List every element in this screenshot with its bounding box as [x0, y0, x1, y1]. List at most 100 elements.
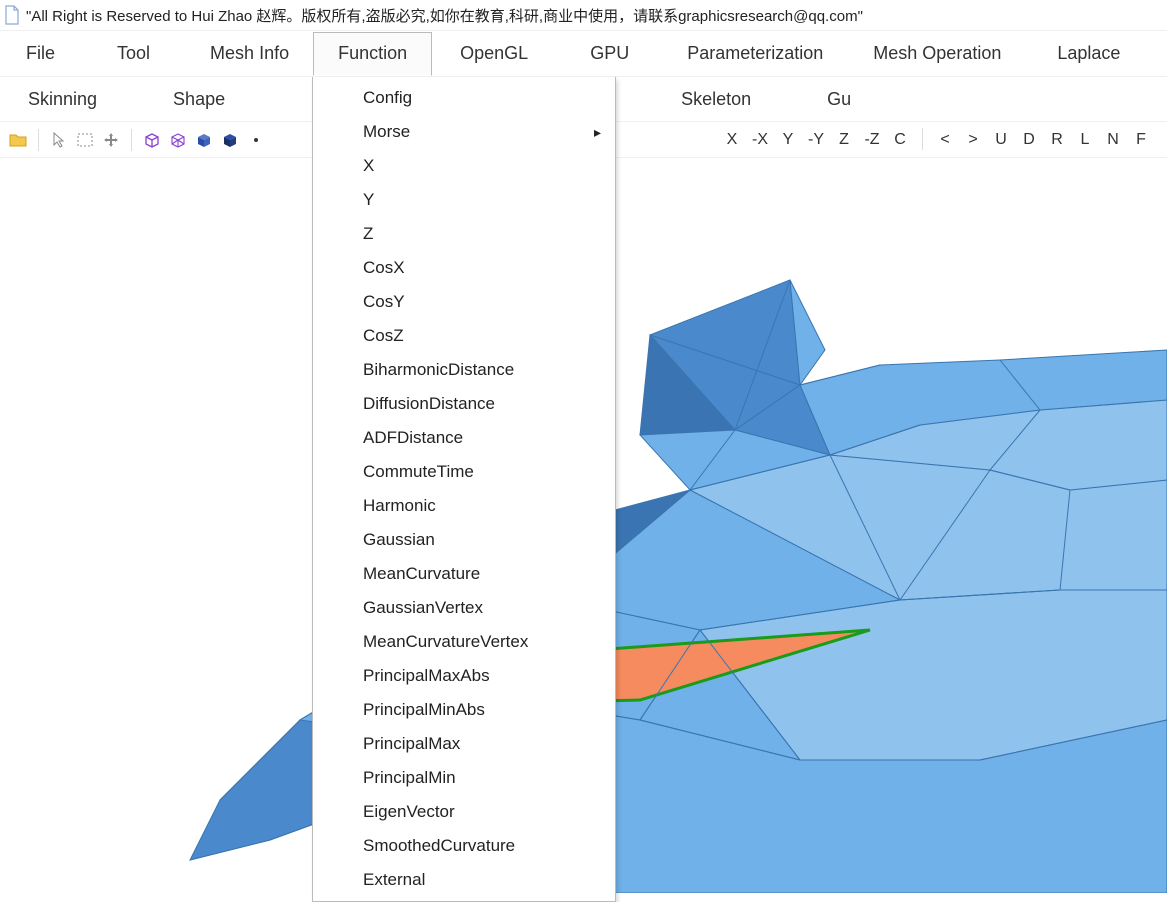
menu-file[interactable]: File	[0, 32, 81, 76]
toolbar-separator	[922, 128, 923, 150]
dropdown-item-biharmonicdistance[interactable]: BiharmonicDistance	[313, 353, 615, 387]
menu-laplace[interactable]: Laplace	[1027, 32, 1150, 76]
menu-parameterization[interactable]: Parameterization	[663, 32, 847, 76]
menu-gu[interactable]: Gu	[799, 77, 899, 121]
view-button-z[interactable]: Z	[832, 128, 856, 152]
open-folder-icon[interactable]	[6, 128, 30, 152]
toolbar-view-letters: X-XY-YZ-ZC <>UDRLNF	[720, 128, 1161, 152]
menu-label: GPU	[590, 43, 629, 64]
dropdown-item-principalminabs[interactable]: PrincipalMinAbs	[313, 693, 615, 727]
dropdown-item-label: PrincipalMinAbs	[363, 700, 485, 720]
menu-tool[interactable]: Tool	[81, 32, 186, 76]
dropdown-item-morse[interactable]: Morse	[313, 115, 615, 149]
dropdown-item-gaussianvertex[interactable]: GaussianVertex	[313, 591, 615, 625]
dropdown-item-label: MeanCurvature	[363, 564, 480, 584]
dropdown-item-label: ADFDistance	[363, 428, 463, 448]
menu-label: Parameterization	[687, 43, 823, 64]
title-bar: "All Right is Reserved to Hui Zhao 赵辉。版权…	[0, 0, 1167, 30]
menu-label: Mesh Operation	[873, 43, 1001, 64]
toolbar-separator	[131, 129, 132, 151]
dropdown-item-harmonic[interactable]: Harmonic	[313, 489, 615, 523]
view-button-n[interactable]: N	[1101, 128, 1125, 152]
dropdown-item-principalmin[interactable]: PrincipalMin	[313, 761, 615, 795]
toolbar-separator	[38, 129, 39, 151]
select-rect-icon[interactable]	[73, 128, 97, 152]
view-button-m[interactable]: >	[961, 128, 985, 152]
menu-label: Mesh Info	[210, 43, 289, 64]
dropdown-item-label: X	[363, 156, 374, 176]
wireframe-cube-icon[interactable]	[140, 128, 164, 152]
menu-label: Skeleton	[681, 89, 751, 110]
dropdown-item-label: EigenVector	[363, 802, 455, 822]
menu-gpu[interactable]: GPU	[556, 32, 663, 76]
menubar-row-1: File Tool Mesh Info Function OpenGL GPU Parame…	[0, 30, 1167, 76]
dropdown-item-x[interactable]: X	[313, 149, 615, 183]
move-icon[interactable]	[99, 128, 123, 152]
view-button-x[interactable]: X	[720, 128, 744, 152]
dropdown-item-label: External	[363, 870, 425, 890]
dropdown-item-label: Gaussian	[363, 530, 435, 550]
dropdown-item-label: CommuteTime	[363, 462, 474, 482]
view-button-y[interactable]: Y	[776, 128, 800, 152]
document-icon	[4, 5, 20, 25]
view-button-u[interactable]: U	[989, 128, 1013, 152]
dropdown-item-external[interactable]: External	[313, 863, 615, 897]
dropdown-item-cosz[interactable]: CosZ	[313, 319, 615, 353]
view-button-r[interactable]: R	[1045, 128, 1069, 152]
dropdown-item-label: MeanCurvatureVertex	[363, 632, 528, 652]
dropdown-item-label: BiharmonicDistance	[363, 360, 514, 380]
dropdown-item-z[interactable]: Z	[313, 217, 615, 251]
view-button-m[interactable]: <	[933, 128, 957, 152]
view-button--x[interactable]: -X	[748, 128, 772, 152]
view-button-l[interactable]: L	[1073, 128, 1097, 152]
menu-skeleton[interactable]: Skeleton	[653, 77, 799, 121]
function-dropdown[interactable]: Config Morse XYZ CosX CosY CosZ BiharmonicDist…	[312, 77, 616, 902]
dropdown-item-label: CosY	[363, 292, 405, 312]
solid-cube-icon[interactable]	[192, 128, 216, 152]
dropdown-item-smoothedcurvature[interactable]: SmoothedCurvature	[313, 829, 615, 863]
menu-mesh-operation[interactable]: Mesh Operation	[847, 32, 1027, 76]
dropdown-item-y[interactable]: Y	[313, 183, 615, 217]
view-button-f[interactable]: F	[1129, 128, 1153, 152]
wireframe-cube2-icon[interactable]	[166, 128, 190, 152]
menu-mesh-info[interactable]: Mesh Info	[186, 32, 313, 76]
view-button--z[interactable]: -Z	[860, 128, 884, 152]
dropdown-item-config[interactable]: Config	[313, 81, 615, 115]
dropdown-item-principalmaxabs[interactable]: PrincipalMaxAbs	[313, 659, 615, 693]
vertex-dot-icon[interactable]	[244, 128, 268, 152]
menu-label: Gu	[827, 89, 851, 110]
dropdown-item-label: CosZ	[363, 326, 404, 346]
dropdown-item-label: PrincipalMax	[363, 734, 460, 754]
menu-skinning[interactable]: Skinning	[0, 77, 145, 121]
solid-cube-dark-icon[interactable]	[218, 128, 242, 152]
view-button--y[interactable]: -Y	[804, 128, 828, 152]
dropdown-item-gaussian[interactable]: Gaussian	[313, 523, 615, 557]
menu-function[interactable]: Function	[313, 32, 432, 76]
menu-label: Function	[338, 43, 407, 64]
cursor-icon[interactable]	[47, 128, 71, 152]
dropdown-item-label: Z	[363, 224, 373, 244]
view-button-d[interactable]: D	[1017, 128, 1041, 152]
dropdown-item-label: GaussianVertex	[363, 598, 483, 618]
dropdown-item-commutetime[interactable]: CommuteTime	[313, 455, 615, 489]
dropdown-item-adfdistance[interactable]: ADFDistance	[313, 421, 615, 455]
dropdown-item-diffusiondistance[interactable]: DiffusionDistance	[313, 387, 615, 421]
menu-opengl[interactable]: OpenGL	[432, 32, 556, 76]
dropdown-item-eigenvector[interactable]: EigenVector	[313, 795, 615, 829]
menu-label: OpenGL	[460, 43, 528, 64]
dropdown-item-cosx[interactable]: CosX	[313, 251, 615, 285]
dropdown-item-meancurvaturevertex[interactable]: MeanCurvatureVertex	[313, 625, 615, 659]
dropdown-item-label: CosX	[363, 258, 405, 278]
dropdown-item-cosy[interactable]: CosY	[313, 285, 615, 319]
dropdown-item-meancurvature[interactable]: MeanCurvature	[313, 557, 615, 591]
menu-label: Shape	[173, 89, 225, 110]
dropdown-item-label: SmoothedCurvature	[363, 836, 515, 856]
view-button-c[interactable]: C	[888, 128, 912, 152]
dropdown-item-label: Morse	[363, 122, 410, 142]
menu-shape[interactable]: Shape	[145, 77, 273, 121]
menu-label: Skinning	[28, 89, 97, 110]
menu-label: Tool	[117, 43, 150, 64]
dropdown-item-label: Harmonic	[363, 496, 436, 516]
dropdown-item-label: PrincipalMaxAbs	[363, 666, 490, 686]
dropdown-item-principalmax[interactable]: PrincipalMax	[313, 727, 615, 761]
